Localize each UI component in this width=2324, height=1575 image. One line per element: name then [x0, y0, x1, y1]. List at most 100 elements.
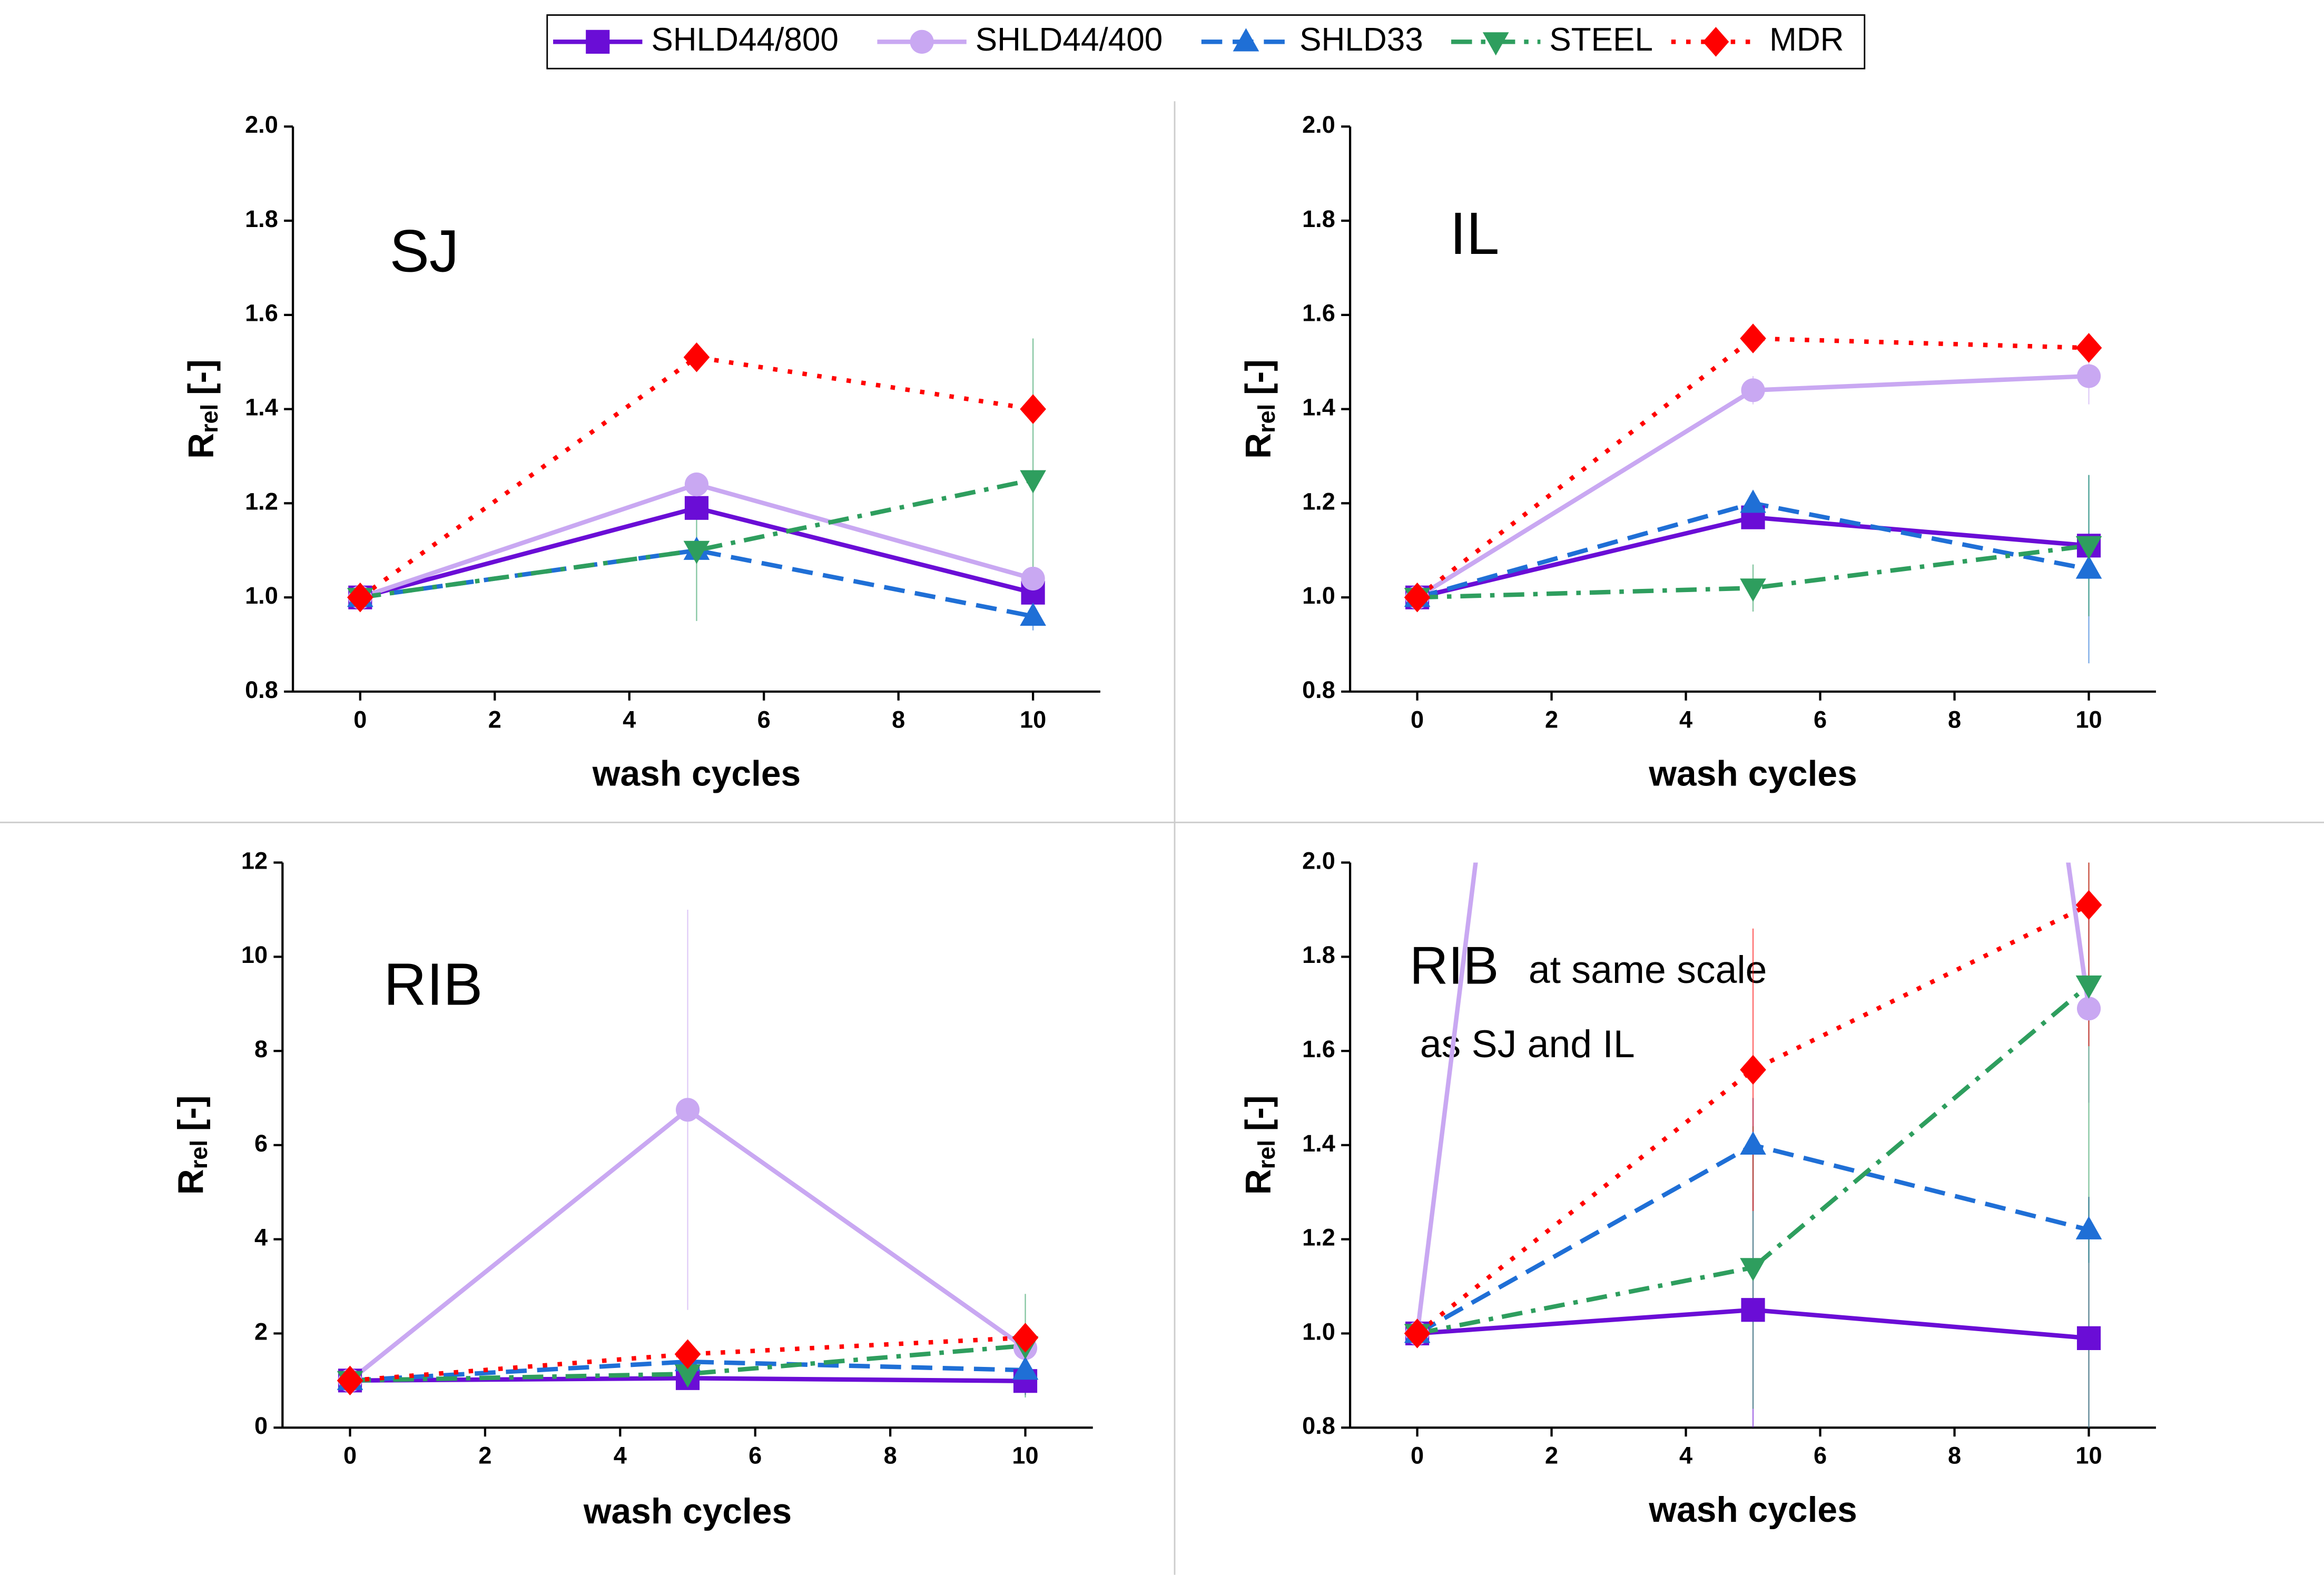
- x-axis-title: wash cycles: [583, 1492, 792, 1531]
- y-axis-title: Rrel [-]: [182, 359, 223, 459]
- data-marker: [1740, 1055, 1766, 1085]
- annotation: RIB: [1410, 936, 1499, 996]
- y-tick-label: 0.8: [245, 676, 278, 703]
- y-tick-label: 1.6: [1302, 300, 1335, 327]
- x-axis-title: wash cycles: [1648, 1490, 1857, 1530]
- data-marker: [2075, 1216, 2102, 1239]
- data-marker: [2076, 1326, 2101, 1350]
- data-marker: [683, 540, 710, 564]
- y-tick-label: 2.0: [245, 111, 278, 138]
- data-marker: [684, 472, 709, 497]
- y-tick-label: 1.0: [1302, 582, 1335, 609]
- x-tick-label: 4: [614, 1442, 627, 1469]
- data-marker: [337, 1365, 363, 1396]
- x-tick-label: 10: [1020, 706, 1046, 733]
- y-tick-label: 1.2: [1302, 1224, 1335, 1251]
- x-tick-label: 6: [1814, 706, 1827, 733]
- y-tick-label: 1.4: [245, 394, 278, 421]
- legend-marker: [1482, 32, 1509, 56]
- y-tick-label: 1.8: [1302, 205, 1335, 232]
- data-marker: [2076, 364, 2101, 388]
- x-tick-label: 2: [1545, 706, 1558, 733]
- legend-label: SHLD44/800: [651, 22, 839, 58]
- x-tick-label: 10: [2075, 706, 2102, 733]
- y-tick-label: 1.8: [1302, 941, 1335, 968]
- data-marker: [2075, 333, 2102, 363]
- y-axis-title-part: rel: [196, 404, 223, 433]
- y-tick-label: 1.2: [1302, 488, 1335, 515]
- y-axis-title: Rrel [-]: [1239, 359, 1280, 459]
- y-tick-label: 1.0: [245, 582, 278, 609]
- x-tick-label: 8: [1948, 1442, 1961, 1469]
- data-marker: [1740, 1258, 1766, 1282]
- x-axis-title: wash cycles: [1648, 754, 1857, 794]
- y-axis-title-part: R: [1239, 433, 1278, 459]
- legend-marker: [910, 29, 934, 54]
- data-marker: [1740, 489, 1766, 513]
- y-tick-label: 6: [254, 1130, 268, 1157]
- y-tick-label: 10: [241, 941, 268, 968]
- y-axis-title: Rrel [-]: [1239, 1095, 1280, 1195]
- data-marker: [1741, 378, 1765, 402]
- data-marker: [2076, 997, 2101, 1021]
- x-tick-label: 4: [623, 706, 636, 733]
- y-axis-title-part: [-]: [1239, 1095, 1278, 1131]
- data-marker: [675, 1098, 700, 1122]
- plot: [1404, 862, 2102, 1428]
- data-marker: [1020, 470, 1046, 494]
- series-line: [1416, 983, 2091, 1336]
- y-tick-label: 1.6: [1302, 1036, 1335, 1062]
- x-tick-label: 4: [1679, 1442, 1692, 1469]
- series-line: [360, 548, 1033, 619]
- series-line: [359, 355, 1033, 599]
- y-tick-label: 4: [254, 1224, 268, 1251]
- annotation: IL: [1450, 200, 1499, 267]
- data-marker: [2075, 555, 2102, 579]
- data-marker: [1021, 566, 1045, 590]
- data-marker: [674, 1364, 701, 1388]
- y-axis-title-part: [-]: [182, 359, 221, 395]
- y-axis-title-part: rel: [1253, 404, 1280, 433]
- y-tick-label: 1.0: [1302, 1318, 1335, 1345]
- data-marker: [2075, 975, 2102, 999]
- data-marker: [674, 1339, 701, 1369]
- legend-label: SHLD44/400: [976, 22, 1163, 58]
- data-marker: [1740, 578, 1766, 602]
- x-tick-label: 8: [892, 706, 905, 733]
- annotation: RIB: [383, 951, 482, 1017]
- x-tick-label: 0: [353, 706, 367, 733]
- y-axis-title-part: R: [1239, 1169, 1278, 1195]
- x-tick-label: 0: [1411, 706, 1424, 733]
- data-marker: [2075, 890, 2102, 920]
- legend-marker: [1233, 28, 1259, 52]
- x-tick-label: 8: [884, 1442, 897, 1469]
- y-tick-label: 1.8: [245, 205, 278, 232]
- y-axis-title-part: [-]: [171, 1095, 211, 1131]
- y-tick-label: 2: [254, 1318, 268, 1345]
- y-tick-label: 12: [241, 847, 268, 874]
- x-tick-label: 6: [757, 706, 771, 733]
- y-axis-title-part: R: [182, 433, 221, 459]
- data-marker: [347, 582, 373, 613]
- annotation: SJ: [390, 218, 459, 284]
- series-line: [350, 1359, 1026, 1383]
- y-tick-label: 0.8: [1302, 676, 1335, 703]
- y-axis-title: Rrel [-]: [171, 1095, 212, 1195]
- legend-label: MDR: [1769, 22, 1844, 58]
- y-axis-title-part: R: [171, 1169, 211, 1195]
- y-axis-title-part: rel: [1253, 1140, 1280, 1169]
- x-tick-label: 6: [749, 1442, 762, 1469]
- data-marker: [2075, 536, 2102, 559]
- legend-marker: [586, 29, 610, 54]
- y-tick-label: 0: [254, 1412, 268, 1439]
- y-tick-label: 1.4: [1302, 394, 1335, 421]
- plot: [1404, 323, 2102, 664]
- data-marker: [1020, 602, 1046, 626]
- x-axis-title: wash cycles: [592, 754, 801, 794]
- annotation: at same scale: [1529, 948, 1767, 991]
- y-axis-title-part: [-]: [1239, 359, 1278, 395]
- series-line: [1416, 373, 2089, 599]
- x-tick-label: 10: [1012, 1442, 1038, 1469]
